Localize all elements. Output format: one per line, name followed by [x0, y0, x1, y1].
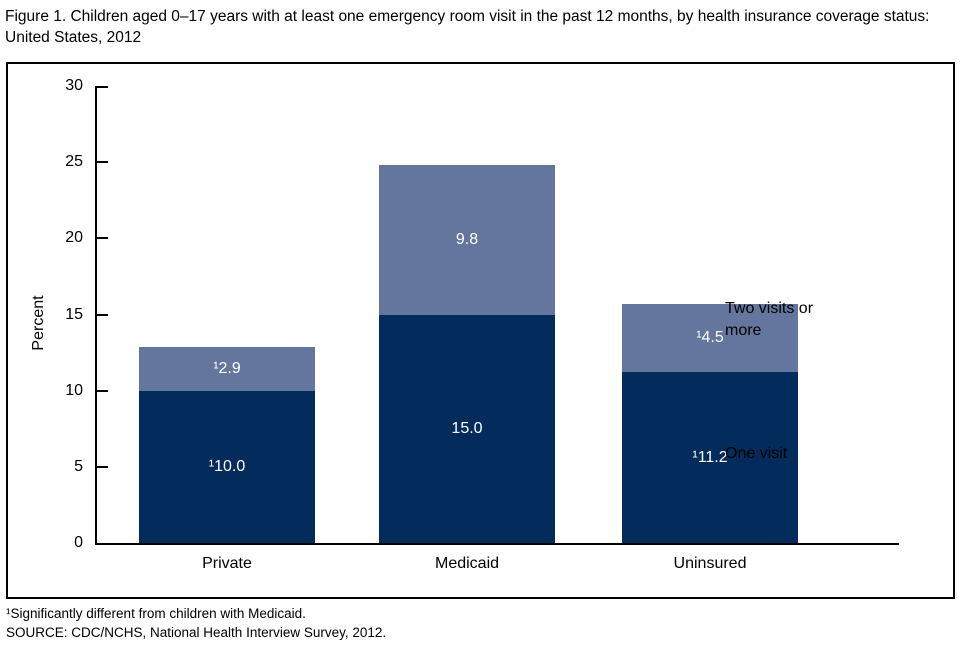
bar-value-label: ¹2.9	[213, 359, 241, 377]
bar-segment-uninsured-one-visit: ¹11.2	[622, 372, 798, 543]
y-tick-label: 25	[65, 153, 83, 171]
bar-value-label: 9.8	[455, 230, 479, 248]
footnote-significance: ¹Significantly different from children w…	[6, 606, 306, 621]
y-tick-mark	[97, 313, 108, 316]
plot-area: 0 5 10 15 20 25 30 ¹10.0 ¹2.9 Private 15.0 9.8 Medic…	[65, 77, 899, 572]
figure-title: Figure 1. Children aged 0–17 years with …	[5, 8, 930, 46]
bar-segment-private-one-visit: ¹10.0	[139, 390, 315, 543]
footnotes: ¹Significantly different from children w…	[6, 604, 386, 642]
bar-value-label: ¹4.5	[696, 329, 724, 347]
bar-value-label: ¹10.0	[208, 457, 246, 475]
y-tick-mark	[97, 465, 108, 468]
y-tick-label: 5	[74, 457, 83, 475]
legend-one-visit-label: One visit	[725, 445, 788, 462]
bar-segment-medicaid-two-visits-or-more: 9.8	[379, 165, 555, 315]
footnote-source: SOURCE: CDC/NCHS, National Health Interv…	[6, 625, 387, 640]
x-category-label-private: Private	[202, 555, 252, 572]
y-tick-mark	[97, 86, 108, 88]
chart-frame: Percent 0 5 10 15 20 25 30 ¹10.0 ¹2.9 Private 15.0…	[6, 62, 955, 599]
y-tick-mark	[97, 237, 108, 240]
y-tick-label: 10	[65, 381, 83, 399]
y-tick-mark	[97, 389, 108, 392]
x-category-label-medicaid: Medicaid	[434, 555, 500, 572]
bar-segment-medicaid-one-visit: 15.0	[379, 314, 555, 543]
bar-segment-private-two-visits-or-more: ¹2.9	[139, 346, 315, 391]
x-category-label-uninsured: Uninsured	[673, 555, 747, 572]
y-tick-label: 15	[65, 305, 83, 323]
y-tick-label: 0	[74, 534, 83, 551]
bar-value-label: ¹11.2	[692, 448, 728, 466]
bar-segment-uninsured-two-visits-or-more: ¹4.5	[622, 303, 798, 373]
y-tick-label: 20	[65, 229, 83, 247]
y-tick-label: 30	[65, 77, 83, 94]
legend-two-visits-label: Two visits or more	[725, 300, 814, 339]
y-tick-mark	[97, 161, 108, 164]
bar-value-label: 15.0	[451, 419, 483, 437]
